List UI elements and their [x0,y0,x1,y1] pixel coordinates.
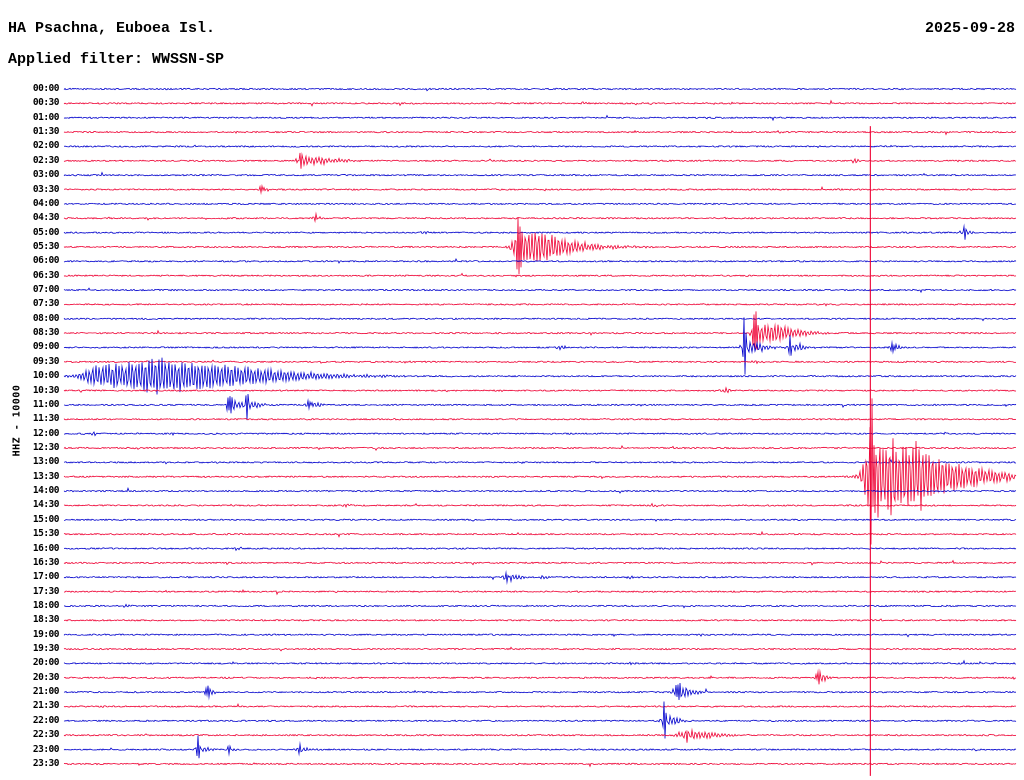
helicorder-page: HA Psachna, Euboea Isl. 2025-09-28 Appli… [0,0,1024,780]
seismogram-canvas [0,0,1024,780]
